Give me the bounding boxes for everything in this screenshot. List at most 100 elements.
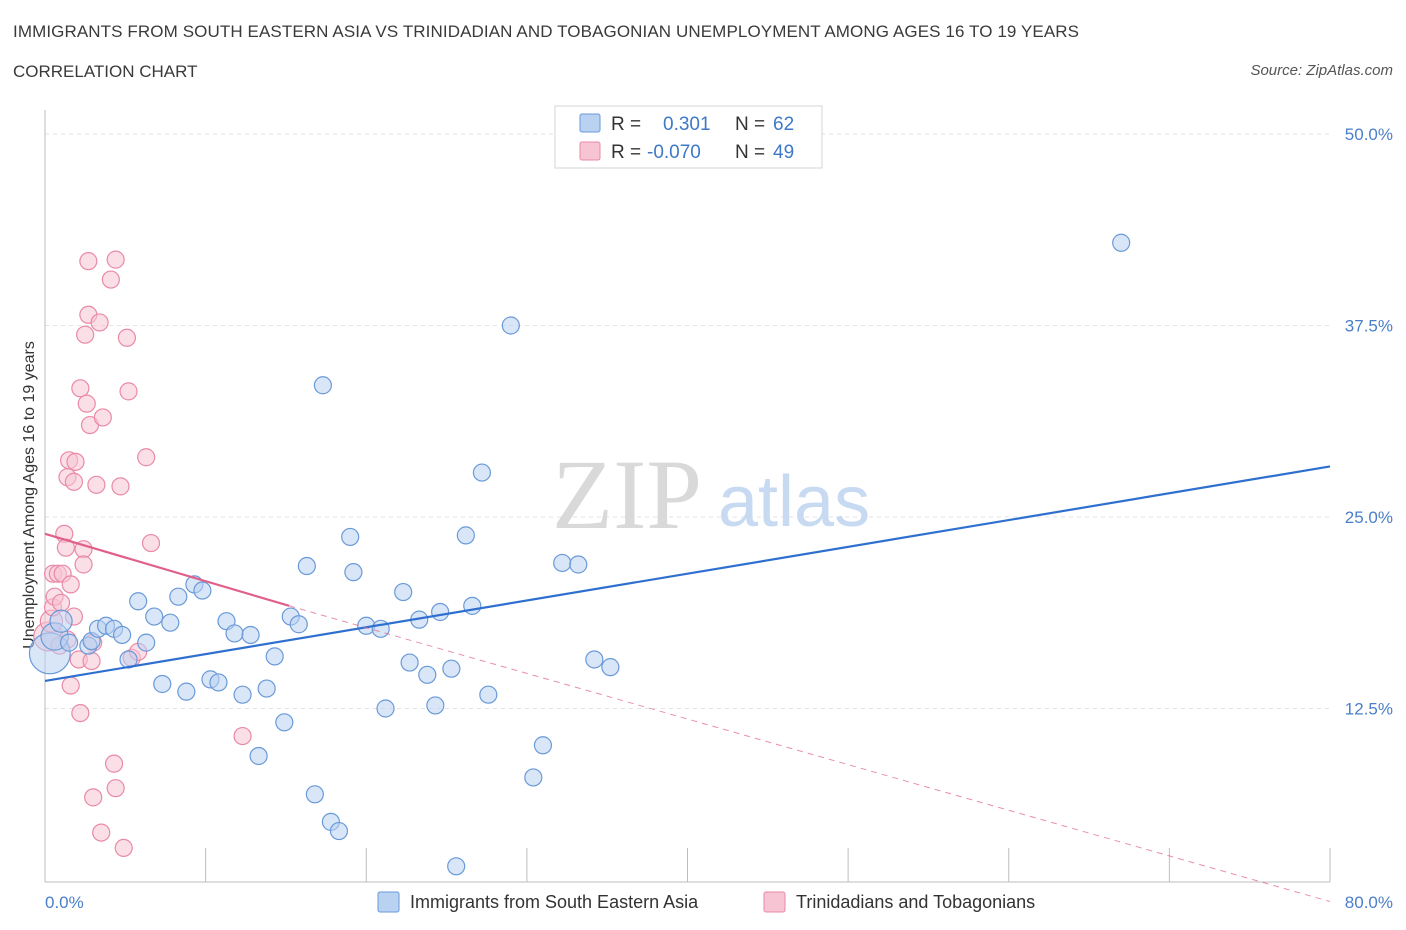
trinidadians-point — [90, 313, 109, 332]
trinidadians-point — [84, 788, 103, 807]
immigrants-point — [209, 673, 228, 692]
immigrants-point — [585, 650, 604, 669]
trinidadians-point — [79, 252, 98, 271]
x-tick-label-min: 0.0% — [45, 893, 84, 912]
immigrants-point — [472, 463, 491, 482]
y-tick-label: 12.5% — [1345, 700, 1393, 719]
series-immigrants-points — [28, 233, 1131, 876]
immigrants-point — [257, 679, 276, 698]
legend-r-value-2: -0.070 — [647, 142, 701, 163]
y-tick-label: 50.0% — [1345, 125, 1393, 144]
series-legend-swatch-immigrants — [377, 891, 400, 913]
immigrants-point — [394, 582, 413, 602]
immigrants-point — [305, 785, 324, 804]
immigrants-point — [601, 658, 620, 677]
immigrants-point — [137, 633, 156, 652]
immigrants-point — [112, 625, 132, 645]
immigrants-point — [161, 613, 180, 632]
trinidadians-point — [119, 382, 138, 401]
series-legend-label-immigrants: Immigrants from South Eastern Asia — [410, 892, 699, 912]
correlation-legend: R = 0.301 N = 62 R = -0.070 N = 49 — [554, 105, 823, 169]
y-axis-label: Unemployment Among Ages 16 to 19 years — [21, 341, 38, 649]
trinidadians-point — [104, 754, 124, 773]
series-legend-swatch-trinidadians — [763, 891, 786, 913]
trinidadians-point — [111, 477, 130, 496]
trinidadians-point — [76, 325, 95, 344]
immigrants-point — [225, 624, 244, 643]
immigrants-point — [431, 602, 450, 622]
series-legend-label-trinidadians: Trinidadians and Tobagonians — [796, 892, 1035, 912]
immigrants-point — [1112, 233, 1131, 252]
trinidadians-point — [64, 472, 84, 491]
immigrants-point — [265, 647, 284, 666]
immigrants-point — [275, 713, 294, 732]
trinidadians-point — [106, 250, 125, 269]
legend-n-value-1: 62 — [773, 114, 794, 135]
trinidadians-point — [114, 838, 133, 858]
y-tick-labels: 12.5% 25.0% 37.5% 50.0% — [1345, 125, 1393, 719]
legend-r-value-1: 0.301 — [663, 114, 711, 135]
trinidadians-point — [92, 823, 111, 842]
immigrants-point — [297, 556, 316, 576]
series-trinidadians-points — [33, 250, 252, 858]
trinidadians-point — [71, 379, 90, 398]
grid-lines — [45, 133, 1330, 709]
immigrants-point — [193, 581, 212, 600]
immigrants-point — [447, 857, 466, 876]
trinidadians-point — [71, 703, 90, 723]
immigrants-point — [400, 653, 419, 672]
legend-n-label-1: N = — [735, 114, 765, 135]
immigrants-point — [313, 376, 332, 395]
y-tick-label: 37.5% — [1345, 317, 1393, 336]
chart-subtitle: CORRELATION CHART — [13, 62, 198, 81]
trinidadians-point — [137, 448, 156, 467]
trinidadians-point — [93, 408, 112, 427]
immigrants-point — [329, 821, 349, 841]
immigrants-point — [344, 563, 363, 582]
immigrants-point — [418, 665, 437, 684]
trinidadians-point — [74, 555, 93, 574]
trinidadians-point — [51, 593, 71, 612]
immigrants-point — [341, 527, 360, 547]
legend-n-value-2: 49 — [773, 142, 794, 163]
chart-title: IMMIGRANTS FROM SOUTH EASTERN ASIA VS TR… — [13, 22, 1080, 41]
legend-n-label-2: N = — [735, 142, 765, 163]
trinidadians-point — [106, 779, 125, 798]
immigrants-point — [145, 607, 164, 626]
trinidadians-point — [141, 533, 161, 553]
trinidadians-trend-line-extension — [289, 605, 1331, 903]
immigrants-point — [524, 768, 543, 787]
trinidadians-point — [61, 575, 80, 594]
immigrants-point — [463, 596, 482, 615]
trinidadians-point — [101, 270, 120, 289]
trinidadians-point — [77, 394, 96, 413]
immigrants-point — [153, 674, 172, 694]
legend-r-label-2: R = — [611, 142, 641, 163]
immigrants-point — [59, 633, 79, 652]
immigrants-point — [376, 699, 395, 718]
immigrants-point — [553, 553, 572, 573]
immigrants-point — [533, 736, 553, 755]
immigrants-point — [169, 587, 188, 606]
source-credit: Source: ZipAtlas.com — [1250, 62, 1393, 79]
series-legend: Immigrants from South Eastern Asia Trini… — [377, 891, 1035, 913]
immigrants-point — [49, 609, 73, 633]
trinidadians-point — [66, 452, 85, 471]
legend-r-label-1: R = — [611, 114, 641, 135]
immigrants-point — [501, 316, 520, 335]
trinidadians-point — [233, 726, 252, 746]
x-tick-label-max: 80.0% — [1345, 893, 1393, 912]
watermark-zip: ZIP — [552, 439, 702, 550]
immigrants-point — [569, 555, 588, 574]
immigrants-point — [129, 592, 148, 611]
trinidadians-point — [87, 475, 106, 494]
immigrants-trend-line — [44, 465, 1331, 683]
legend-swatch-blue — [579, 113, 601, 133]
immigrants-point — [233, 685, 252, 704]
x-ticks — [205, 848, 1331, 882]
immigrants-point — [241, 625, 260, 645]
trend-lines — [44, 465, 1331, 903]
immigrants-point — [249, 746, 268, 766]
watermark-atlas: atlas — [718, 462, 870, 542]
